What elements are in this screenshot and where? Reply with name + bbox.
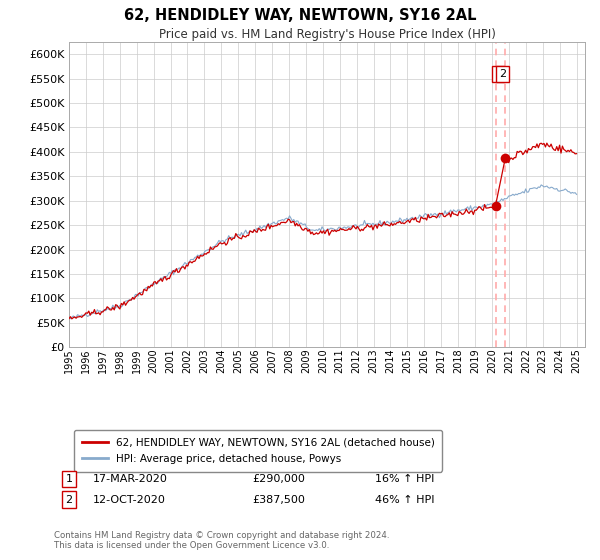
Text: 17-MAR-2020: 17-MAR-2020 (93, 474, 168, 484)
Legend: 62, HENDIDLEY WAY, NEWTOWN, SY16 2AL (detached house), HPI: Average price, detac: 62, HENDIDLEY WAY, NEWTOWN, SY16 2AL (de… (74, 430, 442, 472)
Title: Price paid vs. HM Land Registry's House Price Index (HPI): Price paid vs. HM Land Registry's House … (158, 28, 496, 41)
Text: 1: 1 (495, 69, 502, 79)
Text: 1: 1 (65, 474, 73, 484)
Text: 46% ↑ HPI: 46% ↑ HPI (375, 494, 434, 505)
Text: £290,000: £290,000 (252, 474, 305, 484)
Text: 16% ↑ HPI: 16% ↑ HPI (375, 474, 434, 484)
Text: 2: 2 (65, 494, 73, 505)
Text: 2: 2 (499, 69, 506, 79)
Text: 62, HENDIDLEY WAY, NEWTOWN, SY16 2AL: 62, HENDIDLEY WAY, NEWTOWN, SY16 2AL (124, 8, 476, 24)
Text: 12-OCT-2020: 12-OCT-2020 (93, 494, 166, 505)
Text: Contains HM Land Registry data © Crown copyright and database right 2024.
This d: Contains HM Land Registry data © Crown c… (54, 530, 389, 550)
Text: £387,500: £387,500 (252, 494, 305, 505)
